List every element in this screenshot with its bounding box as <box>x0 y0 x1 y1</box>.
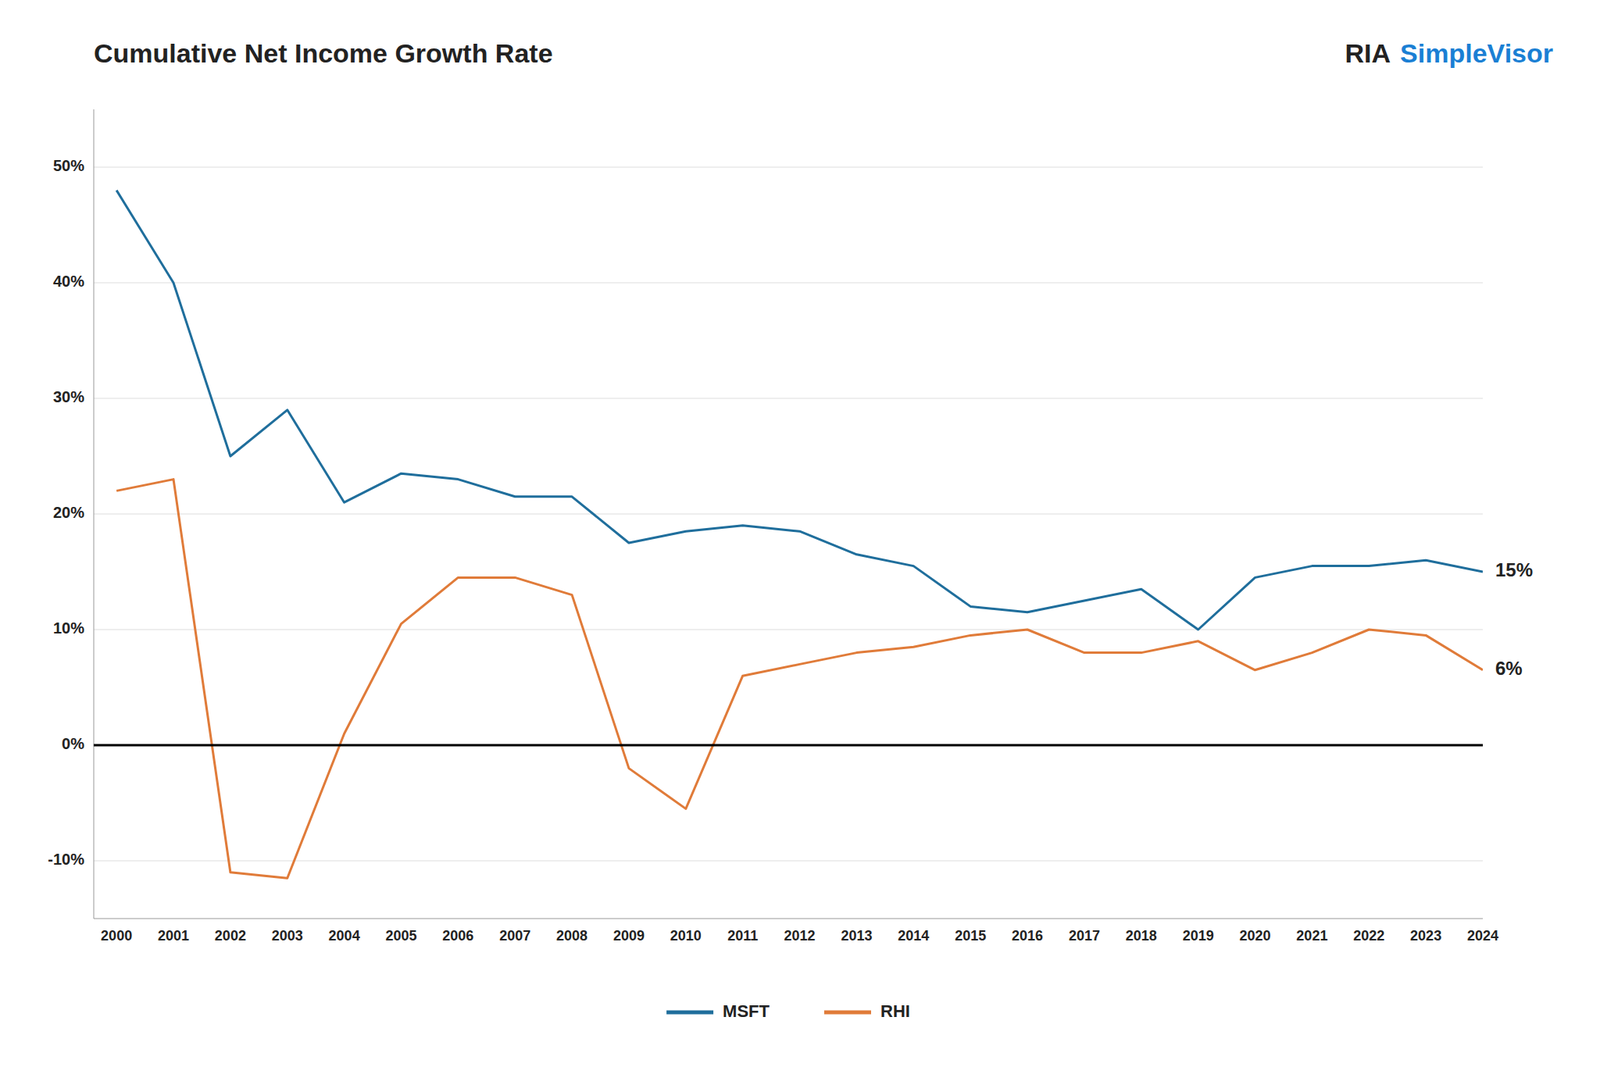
x-tick-label: 2006 <box>442 928 474 944</box>
series-line <box>116 190 1483 630</box>
y-tick-label: 10% <box>53 619 85 637</box>
legend: MSFT RHI <box>666 1001 911 1022</box>
y-tick-label: -10% <box>47 850 85 868</box>
x-tick-label: 2019 <box>1182 928 1215 944</box>
grid-line <box>93 282 1483 284</box>
chart: Cumulative Net Income Growth Rate -10% 0% 1… <box>0 0 1600 1067</box>
x-tick-label: 2023 <box>1410 928 1442 944</box>
y-tick-label: 30% <box>53 388 85 406</box>
end-label: 15% <box>1495 559 1533 581</box>
x-tick-label: 2008 <box>556 928 588 944</box>
grid-line <box>93 398 1483 400</box>
x-tick-label: 2003 <box>271 928 304 944</box>
branding-text: SimpleVisor <box>1400 38 1554 68</box>
x-axis-line <box>93 918 1483 920</box>
legend-item: MSFT <box>666 1001 770 1022</box>
x-tick-label: 2020 <box>1239 928 1272 944</box>
x-tick-label: 2001 <box>157 928 190 944</box>
legend-label: RHI <box>880 1001 911 1022</box>
legend-swatch <box>666 1010 714 1015</box>
grid-line <box>93 860 1483 862</box>
legend-item: RHI <box>824 1001 911 1022</box>
y-axis-line <box>93 109 95 919</box>
x-tick-label: 2009 <box>613 928 645 944</box>
x-tick-label: 2016 <box>1011 928 1043 944</box>
x-tick-label: 2021 <box>1296 928 1328 944</box>
grid-line <box>93 514 1483 515</box>
grid <box>93 167 1483 861</box>
y-tick-label: 20% <box>53 503 85 522</box>
x-tick-label: 2014 <box>897 928 929 944</box>
x-tick-label: 2004 <box>328 928 361 944</box>
x-tick-label: 2018 <box>1125 928 1158 944</box>
y-tick-label: 40% <box>53 272 85 290</box>
x-tick-label: 2000 <box>100 928 133 944</box>
series-group <box>116 190 1483 879</box>
x-tick-label: 2013 <box>840 928 872 944</box>
zero-line <box>93 744 1483 747</box>
series-line <box>116 479 1483 879</box>
branding-text: RIA <box>1345 38 1392 68</box>
y-tick-label: 0% <box>61 735 85 753</box>
x-tick-label: 2010 <box>670 928 702 944</box>
x-tick-label: 2005 <box>385 928 417 944</box>
legend-label: MSFT <box>722 1001 770 1022</box>
grid-line <box>93 629 1483 631</box>
y-tick-label: 50% <box>53 157 85 175</box>
x-tick-label: 2015 <box>954 928 986 944</box>
x-tick-label: 2007 <box>499 928 531 944</box>
legend-swatch <box>824 1010 872 1015</box>
x-tick-label: 2022 <box>1353 928 1385 944</box>
title: Cumulative Net Income Growth Rate <box>93 38 554 68</box>
end-label: 6% <box>1495 657 1523 679</box>
x-tick-label: 2002 <box>214 928 247 944</box>
x-tick-label: 2017 <box>1068 928 1100 944</box>
x-tick-label: 2011 <box>727 928 758 944</box>
x-tick-label: 2012 <box>784 928 816 944</box>
grid-line <box>93 167 1483 168</box>
x-tick-label: 2024 <box>1467 928 1499 944</box>
